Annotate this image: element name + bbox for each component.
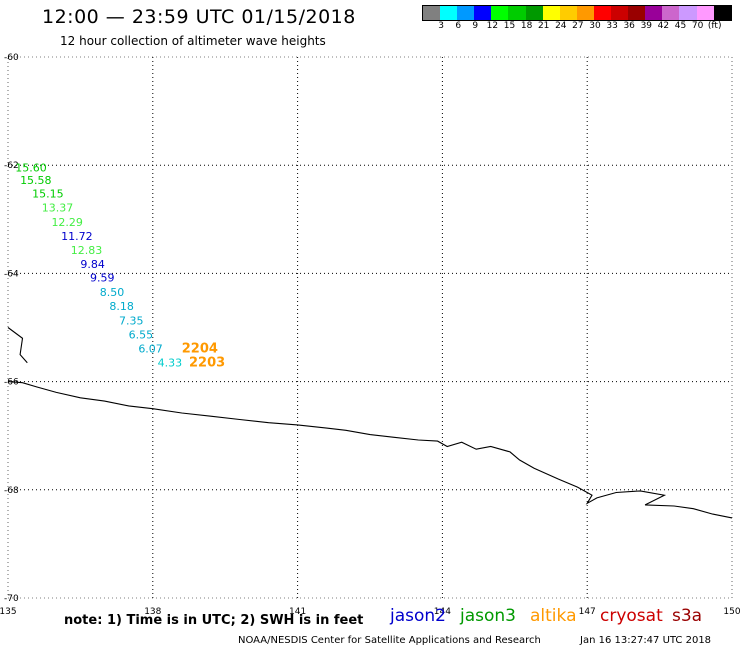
colorbar-swatch — [525, 6, 543, 20]
wave-height-label: 15.58 — [20, 174, 52, 187]
y-tick-label: -68 — [4, 486, 19, 496]
wave-height-label: 4.33 — [158, 356, 183, 369]
generated-timestamp: Jan 16 13:27:47 UTC 2018 — [580, 635, 712, 646]
wave-height-label: 13.37 — [42, 202, 74, 215]
wave-height-label: 12.83 — [71, 244, 103, 257]
colorbar-label: 12 — [486, 21, 499, 31]
colorbar-label: 3 — [438, 21, 444, 31]
colorbar-swatch — [576, 6, 594, 20]
colorbar-swatch — [559, 6, 577, 20]
colorbar-swatch — [611, 6, 629, 20]
map-subtitle: 12 hour collection of altimeter wave hei… — [60, 34, 326, 48]
colorbar-labels: 3 6 9 12 15 18 21 24 27 30 33 36 39 42 4… — [422, 21, 740, 33]
colorbar-swatch — [423, 6, 441, 20]
colorbar-label: 70 — [691, 21, 704, 31]
x-tick-label: 144 — [434, 607, 451, 617]
y-tick-label: -62 — [4, 161, 19, 171]
legend-altika: altika — [530, 606, 577, 626]
legend-cryosat: cryosat — [600, 606, 663, 626]
colorbar-label: 6 — [455, 21, 462, 31]
colorbar-swatch — [440, 6, 458, 20]
coastline-fragment — [7, 327, 28, 364]
colorbar-swatch — [474, 6, 492, 20]
colorbar-label: 21 — [537, 21, 550, 31]
x-tick-label: 141 — [289, 607, 306, 617]
colorbar-label: 15 — [503, 21, 516, 31]
colorbar-label: 45 — [674, 21, 687, 31]
wave-height-label: 6.55 — [129, 328, 154, 341]
colorbar-label: 30 — [589, 21, 601, 31]
wave-height-colorbar — [422, 5, 732, 21]
credit-line: NOAA/NESDIS Center for Satellite Applica… — [238, 635, 541, 646]
pass-time-label: 2203 — [189, 355, 225, 370]
y-tick-label: -66 — [4, 378, 19, 388]
wave-height-label: 15.15 — [32, 188, 64, 201]
x-tick-label: 138 — [144, 607, 161, 617]
colorbar-label: 39 — [640, 21, 653, 31]
y-tick-label: -60 — [4, 53, 19, 63]
colorbar-label: 9 — [472, 21, 479, 31]
wave-height-label: 9.59 — [90, 272, 115, 285]
colorbar-swatch — [679, 6, 697, 20]
colorbar-swatch — [593, 6, 612, 20]
legend-s3a: s3a — [672, 606, 703, 626]
colorbar-label: 42 — [657, 21, 670, 31]
wave-height-label: 15.60 — [15, 162, 46, 175]
colorbar-swatch — [542, 6, 560, 20]
units-note: note: 1) Time is in UTC; 2) SWH is in fe… — [64, 613, 364, 628]
y-tick-label: -70 — [4, 594, 19, 604]
wave-height-label: 12.29 — [51, 216, 83, 229]
map-frame — [7, 56, 733, 599]
map-title: 12:00 — 23:59 UTC 01/15/2018 — [42, 6, 356, 28]
colorbar-swatch — [628, 6, 646, 20]
coastline — [7, 381, 733, 519]
wave-height-label: 8.18 — [109, 300, 134, 313]
colorbar-swatch — [713, 6, 731, 20]
x-tick-label: 150 — [723, 607, 740, 617]
colorbar-swatch — [645, 6, 663, 20]
x-tick-label: 135 — [0, 607, 17, 617]
wave-height-label: 11.72 — [61, 230, 93, 243]
x-tick-label: 147 — [579, 607, 596, 617]
colorbar-swatch — [508, 6, 526, 20]
legend-jason2: jason2 — [390, 606, 446, 626]
colorbar-swatch — [491, 6, 509, 20]
wave-height-label: 9.84 — [80, 258, 105, 271]
colorbar-swatch — [457, 6, 475, 20]
colorbar-label: 18 — [520, 21, 533, 31]
pass-time-label: 2204 — [182, 341, 218, 356]
colorbar-swatch — [696, 6, 714, 20]
colorbar-label: 27 — [572, 21, 584, 31]
colorbar-label: 24 — [555, 21, 567, 31]
wave-height-label: 8.50 — [100, 286, 125, 299]
wave-height-label: 7.35 — [119, 314, 144, 327]
colorbar-label: (ft) — [707, 21, 722, 31]
y-tick-label: -64 — [4, 269, 19, 279]
colorbar-swatch — [662, 6, 680, 20]
colorbar-label: 36 — [623, 21, 635, 31]
wave-height-label: 6.07 — [138, 342, 163, 355]
colorbar-label: 33 — [606, 21, 618, 31]
legend-jason3: jason3 — [460, 606, 516, 626]
